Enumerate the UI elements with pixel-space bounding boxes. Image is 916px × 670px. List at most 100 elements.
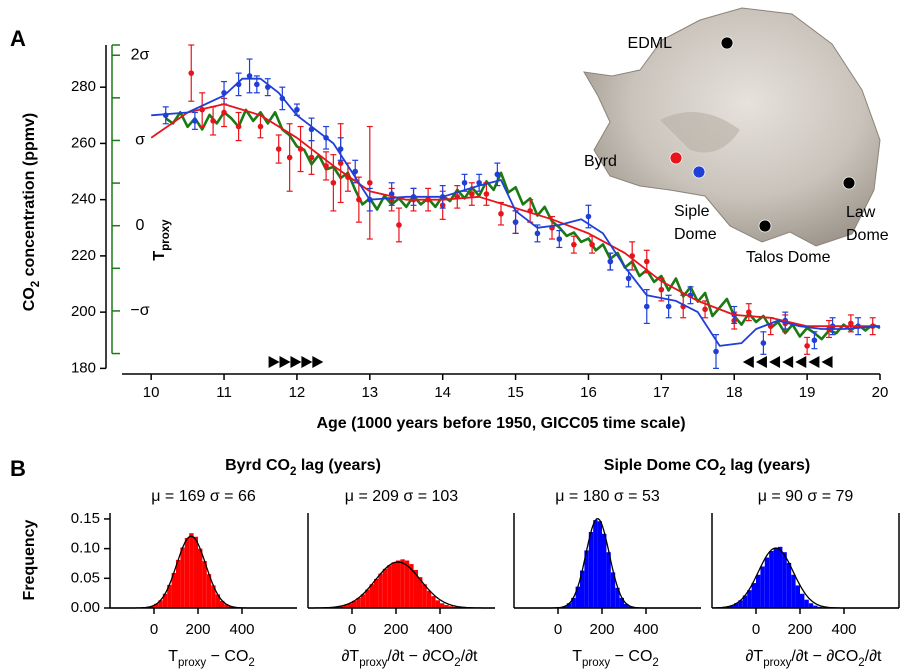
x-tick-label: 200 bbox=[589, 621, 614, 638]
histogram-bar bbox=[370, 584, 374, 608]
y-tick-label: 0.05 bbox=[71, 569, 100, 586]
x-axis-label-part: ∂T bbox=[342, 648, 360, 665]
data-point bbox=[644, 304, 650, 310]
data-point bbox=[608, 259, 614, 265]
data-point bbox=[713, 349, 719, 355]
data-point bbox=[367, 180, 373, 186]
y-tick-label: 240 bbox=[71, 191, 96, 208]
x-tick-label: 400 bbox=[229, 621, 254, 638]
histogram-bar bbox=[387, 565, 391, 608]
data-point bbox=[498, 211, 504, 217]
x-tick-label: 10 bbox=[143, 384, 160, 401]
data-point bbox=[666, 304, 672, 310]
x-tick-label: 18 bbox=[726, 384, 743, 401]
data-point bbox=[746, 309, 752, 315]
y-tick-label: 0.10 bbox=[71, 540, 100, 557]
y2-tick-label: 0 bbox=[136, 217, 145, 234]
y-tick-label: 280 bbox=[71, 78, 96, 95]
x-tick-label: 13 bbox=[361, 384, 378, 401]
x-tick-label: 14 bbox=[434, 384, 451, 401]
y-tick-label: 220 bbox=[71, 247, 96, 264]
histogram-bar bbox=[774, 548, 778, 608]
histogram-bar bbox=[189, 533, 193, 608]
y-tick-label: 200 bbox=[71, 303, 96, 320]
y2-tick-label: σ bbox=[135, 132, 145, 149]
site-dot bbox=[670, 152, 682, 164]
y-axis-label: Frequency bbox=[21, 519, 38, 600]
stats-label: μ = 180 σ = 53 bbox=[555, 488, 660, 505]
x-axis-label-part: /∂t − ∂CO bbox=[791, 648, 858, 665]
x-tick-label: 19 bbox=[799, 384, 816, 401]
y-tick-label: 0.00 bbox=[71, 599, 100, 616]
data-point bbox=[356, 197, 362, 203]
y2-tick-label: 2σ bbox=[131, 46, 150, 63]
data-point bbox=[626, 276, 632, 282]
histogram-bar bbox=[198, 549, 202, 608]
histogram-bar bbox=[392, 562, 396, 608]
histogram-bar bbox=[180, 547, 184, 608]
y2-tick-label: −σ bbox=[130, 302, 149, 319]
data-point bbox=[210, 118, 216, 124]
x-tick-label: 15 bbox=[507, 384, 524, 401]
panel-label: B bbox=[10, 456, 26, 481]
figure: A B EDMLByrdSipleDomeLawDomeTalos DomeBy… bbox=[0, 0, 916, 670]
data-point bbox=[258, 124, 264, 130]
histogram-bar bbox=[602, 534, 606, 608]
data-point bbox=[589, 242, 595, 248]
histogram-bar bbox=[378, 574, 382, 608]
y-tick-label: 180 bbox=[71, 359, 96, 376]
histogram-bar bbox=[756, 575, 760, 608]
data-point bbox=[396, 222, 402, 228]
site-label: Law bbox=[846, 204, 876, 221]
x-axis-label-part: /∂t − ∂CO bbox=[387, 648, 454, 665]
site-label: Dome bbox=[674, 226, 717, 243]
histogram-bar bbox=[436, 600, 440, 608]
histogram-bar bbox=[782, 552, 786, 608]
histogram-bar bbox=[765, 558, 769, 608]
histogram-bar bbox=[405, 561, 409, 609]
data-point bbox=[469, 191, 475, 197]
data-point bbox=[462, 180, 468, 186]
x-axis-label-part: proxy bbox=[763, 657, 791, 669]
data-point bbox=[331, 180, 337, 186]
histogram-bar bbox=[791, 575, 795, 608]
histogram-bar bbox=[422, 584, 426, 608]
x-tick-label: 400 bbox=[633, 621, 658, 638]
histogram-bar bbox=[374, 579, 378, 608]
data-point bbox=[221, 110, 227, 116]
histogram-bar bbox=[778, 547, 782, 608]
x-tick-label: 400 bbox=[427, 621, 452, 638]
site-dot bbox=[759, 220, 771, 232]
site-label: EDML bbox=[628, 35, 673, 52]
data-point bbox=[484, 191, 490, 197]
panel-title-part: Byrd CO bbox=[225, 457, 290, 474]
histogram-bar bbox=[185, 538, 189, 608]
x-axis-label-part: /∂t bbox=[461, 648, 478, 665]
data-point bbox=[276, 146, 282, 152]
panel-title-part: lag (years) bbox=[296, 457, 380, 474]
histogram-bar bbox=[361, 594, 365, 608]
x-tick-label: 200 bbox=[383, 621, 408, 638]
data-point bbox=[535, 231, 541, 237]
histogram-bar bbox=[787, 563, 791, 608]
data-point bbox=[323, 163, 329, 169]
histogram-bar bbox=[800, 594, 804, 608]
histogram-bar bbox=[752, 583, 756, 608]
histogram-bar bbox=[804, 600, 808, 608]
histogram-bar bbox=[769, 551, 773, 608]
y-tick-label: 260 bbox=[71, 134, 96, 151]
stats-label: μ = 169 σ = 66 bbox=[151, 488, 256, 505]
data-point bbox=[804, 343, 810, 349]
data-point bbox=[644, 259, 650, 265]
panel-title-part: Siple Dome CO bbox=[604, 457, 720, 474]
x-tick-label: 400 bbox=[831, 621, 856, 638]
histogram-bar bbox=[431, 596, 435, 608]
x-axis-label-part: 2 bbox=[652, 657, 658, 669]
x-axis-label-part: proxy bbox=[178, 657, 206, 669]
x-axis-label-part: ∂T bbox=[746, 648, 764, 665]
data-point bbox=[557, 236, 563, 242]
y-axis-label-part: CO bbox=[21, 287, 38, 311]
data-point bbox=[298, 146, 304, 152]
y-axis-label-part: concentration (ppmv) bbox=[21, 113, 38, 281]
x-tick-label: 17 bbox=[653, 384, 670, 401]
